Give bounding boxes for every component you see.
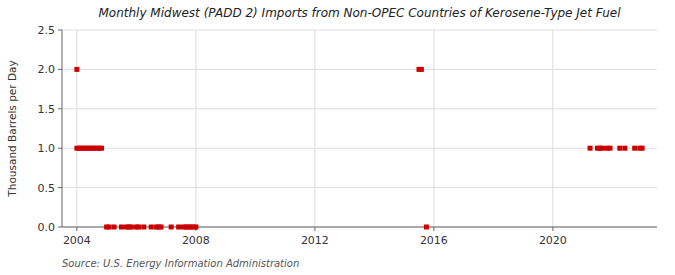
point xyxy=(136,225,141,230)
point xyxy=(149,225,154,230)
y-tick xyxy=(58,108,62,109)
x-grid-line xyxy=(552,30,553,227)
point xyxy=(141,225,146,230)
y-axis-label: Thousand Barrels per Day xyxy=(6,60,18,197)
source: Source: U.S. Energy Information Administ… xyxy=(62,258,299,269)
y-tick xyxy=(58,187,62,188)
y-tick-label: 0.5 xyxy=(38,182,56,195)
y-axis-line xyxy=(62,30,63,227)
y-grid-line xyxy=(62,30,657,31)
point xyxy=(107,225,112,230)
x-grid-line xyxy=(433,30,434,227)
point xyxy=(600,146,605,151)
y-tick-label: 2.0 xyxy=(38,63,56,76)
y-tick xyxy=(58,148,62,149)
point xyxy=(112,225,117,230)
point xyxy=(419,67,424,72)
x-tick xyxy=(552,227,553,231)
point xyxy=(176,225,181,230)
y-tick xyxy=(58,69,62,70)
point xyxy=(159,225,164,230)
y-tick xyxy=(58,227,62,228)
point xyxy=(424,225,429,230)
y-tick-label: 0.0 xyxy=(38,221,56,234)
point xyxy=(119,225,124,230)
point xyxy=(607,146,612,151)
point xyxy=(74,67,79,72)
x-tick-label: 2004 xyxy=(63,234,91,247)
y-tick-label: 2.5 xyxy=(38,24,56,37)
y-grid-line xyxy=(62,187,657,188)
x-tick xyxy=(433,227,434,231)
x-grid-line xyxy=(195,30,196,227)
y-tick-label: 1.0 xyxy=(38,142,56,155)
point xyxy=(640,146,645,151)
x-tick-label: 2016 xyxy=(420,234,448,247)
y-grid-line xyxy=(62,108,657,109)
x-tick xyxy=(76,227,77,231)
point xyxy=(617,146,622,151)
y-grid-line xyxy=(62,148,657,149)
x-grid-line xyxy=(314,30,315,227)
title: Monthly Midwest (PADD 2) Imports from No… xyxy=(99,6,622,20)
y-tick xyxy=(58,30,62,31)
grid xyxy=(62,30,657,227)
points xyxy=(74,67,644,230)
y-grid-line xyxy=(62,69,657,70)
point xyxy=(169,225,174,230)
x-tick-label: 2020 xyxy=(539,234,567,247)
x-tick-label: 2012 xyxy=(301,234,329,247)
x-tick-label: 2008 xyxy=(182,234,210,247)
point xyxy=(193,225,198,230)
x-tick xyxy=(314,227,315,231)
y-tick-label: 1.5 xyxy=(38,103,56,116)
point xyxy=(622,146,627,151)
chart: 0.0 0.5 1.0 1.5 2.0 2.5 2004 2008 2012 2016 2020 Mo… xyxy=(0,0,675,275)
point xyxy=(129,225,134,230)
point xyxy=(588,146,593,151)
point xyxy=(632,146,637,151)
axes: 0.0 0.5 1.0 1.5 2.0 2.5 2004 2008 2012 2016 2020 xyxy=(38,24,658,247)
point xyxy=(99,146,104,151)
x-grid-line xyxy=(76,30,77,227)
